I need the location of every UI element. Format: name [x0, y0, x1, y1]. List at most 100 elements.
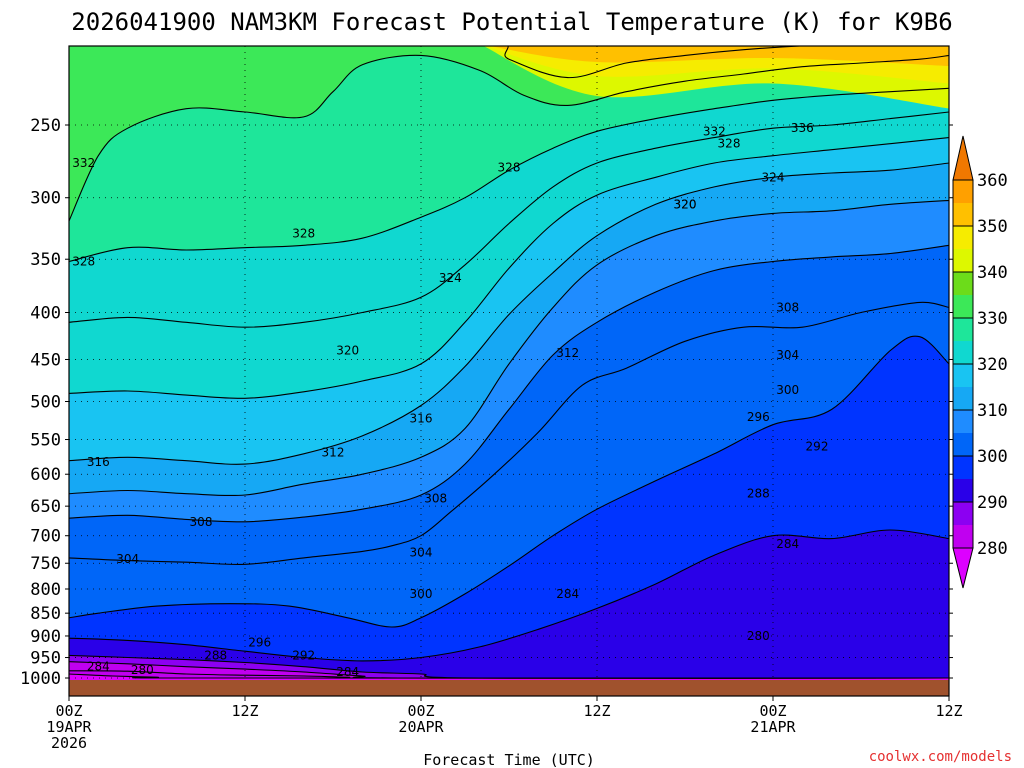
x-tick-label: 00Z	[55, 702, 82, 720]
isentrope-304	[69, 301, 949, 565]
contour-label: 320	[674, 197, 697, 211]
colorbar-swatch	[953, 203, 973, 226]
y-tick-label: 550	[30, 431, 61, 451]
credit-text: coolwx.com/models	[869, 749, 1012, 765]
y-tick-label: 700	[30, 527, 61, 547]
x-tick-label: 21APR	[750, 718, 796, 736]
y-tick-label: 1000	[20, 669, 61, 689]
isentrope-312	[69, 199, 949, 497]
contour-label: 336	[791, 121, 814, 135]
y-tick-label: 950	[30, 649, 61, 669]
plot-frame	[68, 45, 950, 697]
colorbar-swatch	[953, 456, 973, 479]
contour-label: 324	[439, 271, 462, 285]
contour-label: 284	[87, 660, 110, 674]
colorbar-top-arrow	[952, 135, 974, 181]
plot-area: 3323283163043083123163203243283283203123…	[69, 46, 949, 696]
contour-label: 292	[806, 440, 829, 454]
isentrope-320	[69, 137, 949, 399]
y-tick-label: 900	[30, 627, 61, 647]
x-tick-label: 00Z	[759, 702, 786, 720]
y-tick-label: 800	[30, 580, 61, 600]
colorbar-swatch	[953, 180, 973, 203]
contour-label: 324	[762, 170, 785, 184]
colorbar-swatch	[953, 525, 973, 548]
colorbar-swatch	[953, 226, 973, 249]
y-tick-label: 450	[30, 350, 61, 370]
contour-label: 332	[72, 156, 95, 170]
x-tick-label: 00Z	[407, 702, 434, 720]
y-tick-label: 350	[30, 250, 61, 270]
y-tick-label: 250	[30, 116, 61, 136]
contour-label: 300	[410, 587, 433, 601]
colorbar-label: 320	[977, 355, 1008, 375]
ground-strip	[69, 680, 949, 696]
colorbar-label: 310	[977, 401, 1008, 421]
y-tick-label: 400	[30, 303, 61, 323]
colorbar-swatch	[953, 272, 973, 295]
contour-label: 328	[498, 160, 521, 174]
colorbar-swatch	[953, 410, 973, 433]
isentrope-328	[69, 87, 949, 263]
isentrope-324	[69, 111, 949, 328]
y-tick-label: 600	[30, 465, 61, 485]
colorbar-label: 290	[977, 493, 1008, 513]
colorbar-swatch	[953, 387, 973, 410]
contour-label: 296	[248, 636, 271, 650]
contour-label: 296	[747, 410, 770, 424]
colorbar-swatch	[953, 502, 973, 525]
contour-label: 328	[72, 254, 95, 268]
isentrope-316	[69, 162, 949, 465]
contour-label: 316	[87, 455, 110, 469]
contour-label: 312	[556, 346, 579, 360]
contour-label: 284	[776, 537, 799, 551]
colorbar-swatch	[953, 479, 973, 502]
x-tick-label: 12Z	[935, 702, 962, 720]
y-tick-label: 300	[30, 189, 61, 209]
contour-label: 284	[336, 665, 359, 679]
contour-label: 288	[204, 648, 227, 662]
colorbar-swatch	[953, 341, 973, 364]
contour-label: 312	[322, 445, 345, 459]
fill-band	[69, 46, 949, 221]
colorbar-label: 300	[977, 447, 1008, 467]
colorbar-swatch	[953, 249, 973, 272]
contour-label: 288	[747, 487, 770, 501]
x-tick-label: 19APR	[46, 718, 92, 736]
contour-label: 328	[292, 226, 315, 240]
y-tick-label: 850	[30, 604, 61, 624]
contour-label: 300	[776, 383, 799, 397]
chart-title: 2026041900 NAM3KM Forecast Potential Tem…	[71, 8, 952, 36]
x-tick-label: 12Z	[231, 702, 258, 720]
contour-label: 280	[747, 629, 770, 643]
colorbar-label: 360	[977, 171, 1008, 191]
contour-label: 332	[703, 124, 726, 138]
colorbar-label: 350	[977, 217, 1008, 237]
colorbar-bottom-arrow	[952, 547, 974, 589]
contour-label: 320	[674, 197, 697, 211]
contour-label: 308	[424, 492, 447, 506]
isentrope-296	[69, 529, 949, 662]
contour-label: 308	[190, 515, 213, 529]
fill-band	[490, 46, 949, 66]
contour-label: 280	[131, 663, 154, 677]
colorbar-swatch	[953, 295, 973, 318]
colorbar-label: 280	[977, 539, 1008, 559]
isentrope-336	[504, 46, 811, 79]
isentrope-300	[69, 335, 949, 628]
isentrope-332	[69, 54, 949, 222]
contour-label: 304	[410, 545, 433, 559]
y-tick-label: 650	[30, 497, 61, 517]
x-axis-label: Forecast Time (UTC)	[423, 751, 595, 768]
isentrope-308	[69, 244, 949, 523]
y-tick-label: 500	[30, 393, 61, 413]
colorbar-swatch	[953, 433, 973, 456]
contour-label: 292	[292, 648, 315, 662]
x-tick-label: 20APR	[398, 718, 444, 736]
y-tick-label: 750	[30, 554, 61, 574]
contour-label: 304	[776, 348, 799, 362]
colorbar-swatch	[953, 318, 973, 341]
contour-label: 328	[718, 137, 741, 151]
contour-label: 304	[116, 552, 139, 566]
